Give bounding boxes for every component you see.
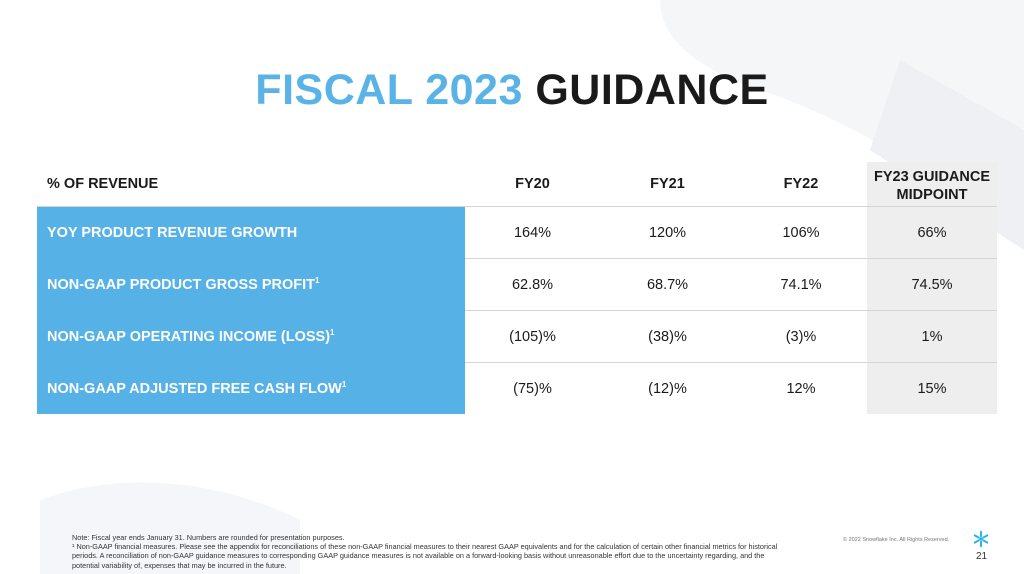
header-fy23-line1: FY23 GUIDANCE — [873, 168, 991, 185]
title-rest: GUIDANCE — [535, 66, 769, 114]
page-title: FISCAL 2023 GUIDANCE — [0, 66, 1024, 115]
row-label-text: NON-GAAP ADJUSTED FREE CASH FLOW — [47, 380, 342, 397]
cell-fy23-midpoint: 74.5% — [867, 258, 997, 311]
cell-fy21: (12)% — [648, 380, 687, 397]
row-label: YOY PRODUCT REVENUE GROWTH — [37, 206, 465, 259]
table-header-row: % OF REVENUE FY20 FY21 FY22 FY23 GUIDANC… — [37, 162, 997, 207]
cell-fy20: (75)% — [513, 380, 552, 397]
row-footnote-marker: 1 — [315, 276, 320, 285]
header-fy23-line2: MIDPOINT — [896, 186, 968, 203]
header-fy21: FY21 — [600, 162, 735, 207]
cell-fy23-midpoint: 66% — [867, 206, 997, 259]
cell-fy20: 62.8% — [465, 258, 600, 311]
row-label-text: NON-GAAP PRODUCT GROSS PROFIT — [47, 277, 315, 293]
cell-fy22: 74.1% — [735, 258, 867, 311]
header-fy23-guidance-midpoint: FY23 GUIDANCE MIDPOINT — [867, 162, 997, 207]
cell-fy22: 12% — [786, 380, 816, 397]
footnote-non-gaap: ¹ Non-GAAP financial measures. Please se… — [72, 542, 778, 570]
row-label: NON-GAAP PRODUCT GROSS PROFIT1 — [37, 258, 465, 311]
table-row: YOY PRODUCT REVENUE GROWTH 164% 120% 106… — [37, 206, 997, 259]
cell-fy21: (38)% — [600, 310, 735, 363]
copyright-text: © 2022 Snowflake Inc. All Rights Reserve… — [843, 537, 950, 543]
row-label: NON-GAAP ADJUSTED FREE CASH FLOW1 — [37, 362, 465, 414]
cell-fy21: 120% — [600, 206, 735, 259]
table-row: NON-GAAP OPERATING INCOME (LOSS)1 (105)%… — [37, 310, 997, 363]
cell-fy21: 68.7% — [600, 258, 735, 311]
row-footnote-marker: 1 — [330, 328, 335, 337]
page-number: 21 — [976, 551, 988, 562]
cell-fy20: 164% — [465, 206, 600, 259]
header-fy20: FY20 — [465, 162, 600, 207]
title-accent: FISCAL 2023 — [255, 66, 523, 114]
header-fy22: FY22 — [735, 162, 867, 207]
cell-fy23-midpoint: 15% — [867, 362, 997, 414]
cell-fy23-midpoint: 1% — [867, 310, 997, 363]
snowflake-icon — [973, 530, 989, 548]
row-label-text: YOY PRODUCT REVENUE GROWTH — [47, 225, 298, 242]
guidance-table: % OF REVENUE FY20 FY21 FY22 FY23 GUIDANC… — [37, 162, 997, 414]
header-percent-of-revenue: % OF REVENUE — [37, 162, 465, 207]
cell-fy22: 106% — [735, 206, 867, 259]
row-label: NON-GAAP OPERATING INCOME (LOSS)1 — [37, 310, 465, 363]
cell-fy20: (105)% — [465, 310, 600, 363]
row-label-text: NON-GAAP OPERATING INCOME (LOSS) — [47, 329, 331, 345]
footnotes: Note: Fiscal year ends January 31. Numbe… — [72, 533, 792, 570]
table-row: NON-GAAP PRODUCT GROSS PROFIT1 62.8% 68.… — [37, 258, 997, 311]
table-row: NON-GAAP ADJUSTED FREE CASH FLOW1 (75)% … — [37, 362, 997, 414]
cell-fy22: (3)% — [735, 310, 867, 363]
footnote-fiscal-year: Note: Fiscal year ends January 31. Numbe… — [72, 533, 345, 542]
row-footnote-marker: 1 — [341, 379, 347, 389]
